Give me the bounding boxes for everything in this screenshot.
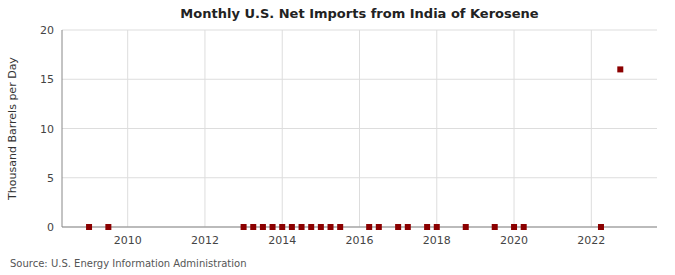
grid — [62, 30, 657, 227]
grid-line — [282, 30, 283, 227]
point — [511, 224, 517, 230]
page: {"chart_data": {"type": "scatter", "titl… — [0, 0, 675, 275]
point — [424, 224, 430, 230]
point — [308, 224, 314, 230]
axes: 0 5 10 15 20 2010 2012 2014 2016 2018 2020 2022 — [40, 24, 657, 247]
grid-line — [204, 30, 205, 227]
point — [241, 224, 247, 230]
tick-label: 5 — [47, 172, 54, 185]
tick-label: 15 — [40, 73, 54, 86]
title: Monthly U.S. Net Imports from India of K… — [180, 6, 538, 21]
y-axis-line — [62, 30, 63, 227]
point — [270, 224, 276, 230]
point — [463, 224, 469, 230]
point — [250, 224, 256, 230]
y-axis-label: Thousand Barrels per Day — [6, 57, 19, 201]
chart: 0 5 10 15 20 2010 2012 2014 2016 2018 2020 2022 Mont… — [0, 0, 675, 275]
point — [366, 224, 372, 230]
grid-line — [436, 30, 437, 227]
tick-label: 2016 — [346, 234, 374, 247]
point — [337, 224, 343, 230]
point — [434, 224, 440, 230]
point — [105, 224, 111, 230]
point — [260, 224, 266, 230]
point — [521, 224, 527, 230]
source-note: Source: U.S. Energy Information Administ… — [10, 258, 247, 269]
tick-label: 2012 — [191, 234, 219, 247]
point — [318, 224, 324, 230]
grid-line — [514, 30, 515, 227]
x-axis-line — [62, 227, 657, 228]
grid-line — [359, 30, 360, 227]
point — [617, 66, 623, 72]
grid-line — [591, 30, 592, 227]
point — [376, 224, 382, 230]
grid-line — [62, 227, 657, 228]
tick-label: 2010 — [114, 234, 142, 247]
grid-line — [127, 30, 128, 227]
point — [492, 224, 498, 230]
point — [299, 224, 305, 230]
point — [279, 224, 285, 230]
tick-label: 10 — [40, 123, 54, 136]
point — [328, 224, 334, 230]
point — [598, 224, 604, 230]
point — [86, 224, 92, 230]
points — [86, 66, 623, 230]
point — [289, 224, 295, 230]
tick-label: 2022 — [577, 234, 605, 247]
tick-label: 2018 — [423, 234, 451, 247]
tick-label: 2014 — [268, 234, 296, 247]
point — [405, 224, 411, 230]
tick-label: 2020 — [500, 234, 528, 247]
tick-label: 20 — [40, 24, 54, 37]
tick-label: 0 — [47, 221, 54, 234]
point — [395, 224, 401, 230]
